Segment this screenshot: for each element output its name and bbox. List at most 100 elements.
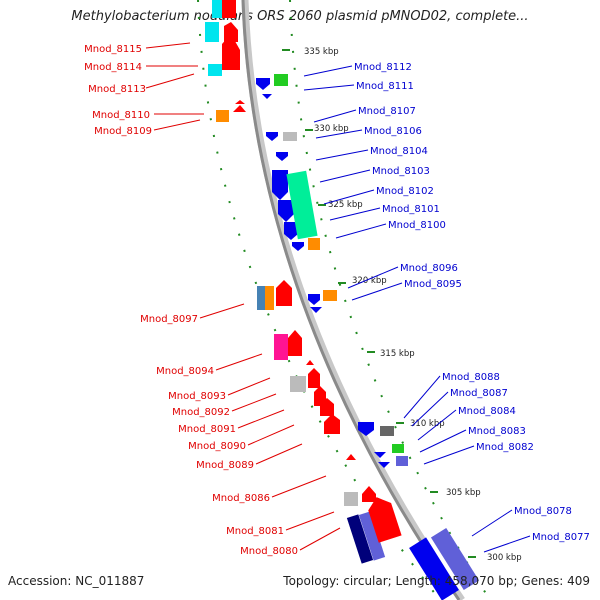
gene-label[interactable]: Mnod_8114 [84, 62, 142, 73]
gene-feature[interactable] [310, 307, 322, 313]
gene-label[interactable]: Mnod_8106 [364, 126, 422, 137]
gene-feature[interactable] [257, 286, 265, 310]
gene-feature[interactable] [430, 527, 480, 591]
gene-feature[interactable] [324, 414, 340, 434]
gene-feature[interactable] [276, 280, 292, 306]
gene-label[interactable]: Mnod_8095 [404, 279, 462, 290]
gene-feature[interactable] [409, 537, 459, 600]
kbp-tick-marks [282, 49, 476, 558]
gene-label[interactable]: Mnod_8091 [178, 424, 236, 435]
kbp-tick-label: 315 kbp [380, 349, 415, 359]
gene-feature[interactable] [314, 386, 326, 406]
gene-label[interactable]: Mnod_8088 [442, 372, 500, 383]
gene-feature[interactable] [396, 456, 408, 466]
gene-feature[interactable] [346, 514, 374, 564]
gene-label[interactable]: Mnod_8113 [88, 84, 146, 95]
kbp-tick-label: 325 kbp [328, 200, 363, 210]
gene-feature[interactable] [278, 200, 294, 222]
gene-label[interactable]: Mnod_8104 [370, 146, 428, 157]
gene-feature[interactable] [276, 152, 288, 161]
gene-feature[interactable] [374, 452, 386, 458]
gene-feature[interactable] [262, 94, 272, 99]
gene-feature[interactable] [272, 170, 288, 200]
gene-feature[interactable] [323, 290, 337, 301]
gene-feature[interactable] [358, 511, 386, 561]
gene-label[interactable]: Mnod_8096 [400, 263, 458, 274]
gene-label[interactable]: Mnod_8093 [168, 391, 226, 402]
gene-feature[interactable] [344, 492, 358, 506]
kbp-tick-label: 305 kbp [446, 488, 481, 498]
right-leader-lines [303, 65, 531, 553]
gene-feature[interactable] [283, 132, 297, 141]
outer-guide-arc [289, 0, 491, 600]
gene-label[interactable]: Mnod_8109 [94, 126, 152, 137]
gene-label[interactable]: Mnod_8102 [376, 186, 434, 197]
gene-feature[interactable] [265, 286, 274, 310]
reverse-strand-genes [256, 74, 480, 600]
gene-feature[interactable] [358, 422, 374, 436]
gene-label[interactable]: Mnod_8111 [356, 81, 414, 92]
gene-feature[interactable] [266, 132, 278, 141]
gene-feature[interactable] [362, 486, 376, 502]
gene-label[interactable]: Mnod_8112 [354, 62, 412, 73]
gene-label[interactable]: Mnod_8092 [172, 407, 230, 418]
gene-feature[interactable] [212, 0, 222, 18]
gene-feature[interactable] [306, 360, 314, 365]
gene-feature[interactable] [235, 100, 245, 104]
gene-label[interactable]: Mnod_8083 [468, 426, 526, 437]
gene-feature[interactable] [284, 222, 298, 240]
gene-label[interactable]: Mnod_8115 [84, 44, 142, 55]
gene-feature[interactable] [274, 74, 288, 86]
gene-label[interactable]: Mnod_8103 [372, 166, 430, 177]
gene-feature[interactable] [233, 105, 246, 112]
gene-label[interactable]: Mnod_8087 [450, 388, 508, 399]
gene-label[interactable]: Mnod_8081 [226, 526, 284, 537]
gene-feature[interactable] [222, 0, 236, 18]
gene-feature[interactable] [288, 330, 302, 356]
gene-label[interactable]: Mnod_8082 [476, 442, 534, 453]
gene-feature[interactable] [256, 78, 270, 90]
gene-feature[interactable] [346, 454, 356, 460]
kbp-tick-label: 300 kbp [487, 553, 522, 563]
gene-feature[interactable] [208, 64, 222, 76]
gene-label[interactable]: Mnod_8100 [388, 220, 446, 231]
gene-feature[interactable] [292, 242, 304, 251]
kbp-tick-label: 320 kbp [352, 276, 387, 286]
kbp-tick-label: 335 kbp [304, 47, 339, 57]
kbp-tick-label: 310 kbp [410, 419, 445, 429]
accession-text: Accession: NC_011887 [8, 574, 145, 588]
gene-feature[interactable] [224, 22, 238, 42]
gene-feature[interactable] [286, 170, 318, 240]
topology-summary-text: Topology: circular; Length: 458,070 bp; … [283, 574, 590, 588]
gene-label[interactable]: Mnod_8097 [140, 314, 198, 325]
gene-feature[interactable] [378, 462, 390, 468]
gene-label[interactable]: Mnod_8101 [382, 204, 440, 215]
gene-label[interactable]: Mnod_8086 [212, 493, 270, 504]
gene-feature[interactable] [365, 493, 402, 543]
gene-feature[interactable] [308, 294, 320, 305]
gene-label[interactable]: Mnod_8089 [196, 460, 254, 471]
gene-label[interactable]: Mnod_8107 [358, 106, 416, 117]
gene-feature[interactable] [320, 398, 334, 416]
gene-label[interactable]: Mnod_8090 [188, 441, 246, 452]
gene-feature[interactable] [308, 238, 320, 250]
backbone [241, 0, 461, 600]
gene-label[interactable]: Mnod_8094 [156, 366, 214, 377]
left-gene-labels: Mnod_8115 Mnod_8114 Mnod_8113 Mnod_8110 … [84, 44, 298, 557]
gene-feature[interactable] [205, 22, 219, 42]
gene-label[interactable]: Mnod_8084 [458, 406, 516, 417]
gene-label[interactable]: Mnod_8080 [240, 546, 298, 557]
right-gene-labels: Mnod_8112 Mnod_8111 Mnod_8107 Mnod_8106 … [354, 62, 590, 543]
gene-label[interactable]: Mnod_8110 [92, 110, 150, 121]
gene-feature[interactable] [380, 426, 394, 436]
gene-feature[interactable] [216, 110, 229, 122]
gene-feature[interactable] [308, 368, 320, 388]
gene-feature[interactable] [392, 444, 404, 453]
gene-label[interactable]: Mnod_8078 [514, 506, 572, 517]
gene-feature[interactable] [274, 334, 288, 360]
gene-label[interactable]: Mnod_8077 [532, 532, 590, 543]
gene-feature[interactable] [290, 376, 306, 392]
gene-feature[interactable] [222, 34, 240, 70]
